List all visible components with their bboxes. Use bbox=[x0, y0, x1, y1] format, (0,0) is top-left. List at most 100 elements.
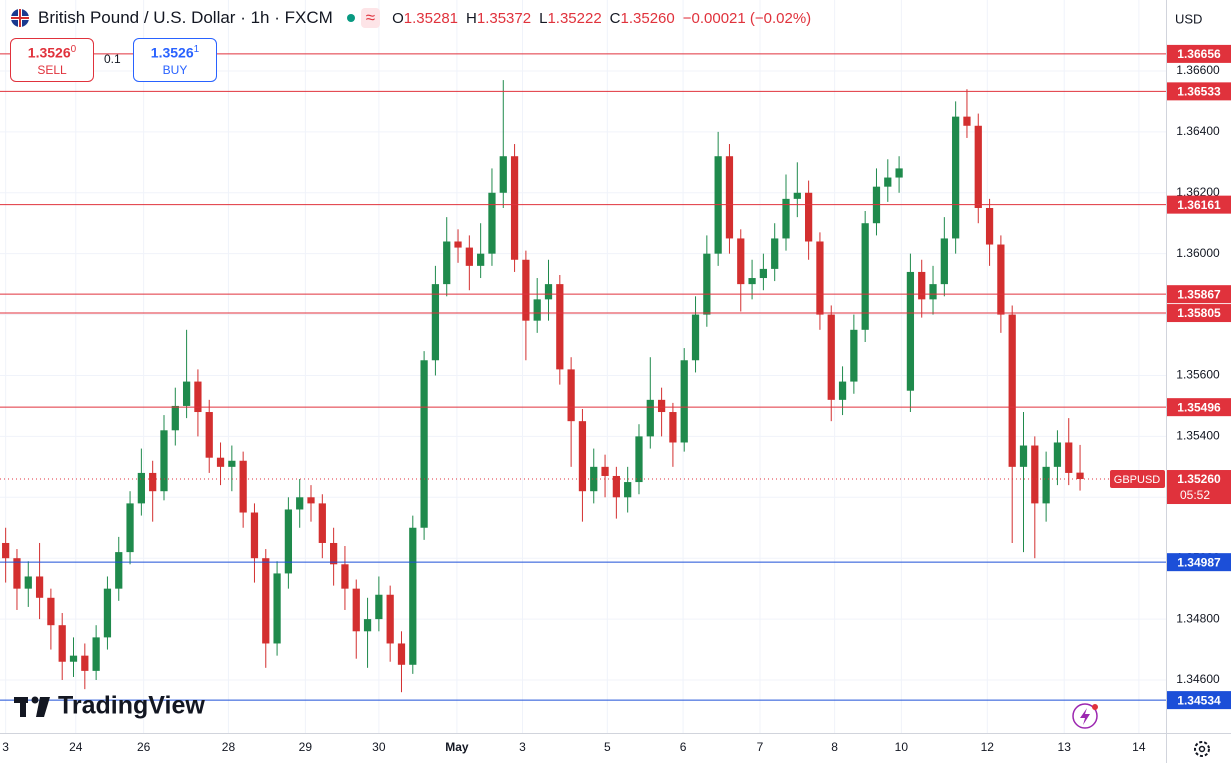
symbol-box bbox=[1110, 470, 1165, 489]
candle-body bbox=[612, 475, 620, 498]
ohlc-key: O bbox=[392, 9, 404, 27]
candle-body bbox=[816, 241, 824, 315]
alert-circle[interactable] bbox=[1072, 703, 1098, 729]
flag-cross bbox=[11, 9, 29, 27]
candle-body bbox=[397, 643, 406, 665]
buy-label[interactable]: BUY bbox=[162, 62, 188, 77]
level-label: 1.35805 bbox=[1177, 306, 1221, 320]
ohlc-value: 1.35372 bbox=[476, 9, 532, 27]
candle-body bbox=[985, 207, 994, 245]
ohlc-value: 1.35222 bbox=[547, 9, 602, 27]
candle-body bbox=[352, 588, 360, 632]
level-label-box bbox=[1167, 195, 1231, 214]
candle-body bbox=[262, 558, 270, 644]
ohlc-value: 1.35260 bbox=[620, 9, 675, 27]
currency-button[interactable] bbox=[1170, 8, 1212, 32]
candle-body bbox=[590, 466, 598, 492]
candle-body bbox=[24, 576, 32, 589]
candle-body bbox=[1076, 472, 1084, 480]
candle-body bbox=[126, 503, 134, 553]
sell-price[interactable]: 1.3526 bbox=[27, 44, 71, 61]
candle-body bbox=[1008, 314, 1016, 467]
candle-body bbox=[330, 542, 338, 565]
ohlc-key: H bbox=[466, 9, 477, 27]
level-label-box bbox=[1167, 304, 1231, 323]
x-tick-label: 10 bbox=[895, 740, 909, 754]
candle-body bbox=[499, 156, 507, 193]
level-label: 1.36656 bbox=[1177, 47, 1221, 61]
buy-button[interactable]: 1.35261 BUY bbox=[133, 38, 217, 82]
alert-bolt[interactable] bbox=[1080, 708, 1090, 725]
candle-body bbox=[296, 497, 304, 510]
candle-body bbox=[205, 412, 213, 458]
candle-body bbox=[838, 381, 847, 400]
candle-body bbox=[782, 198, 790, 239]
candle-body bbox=[149, 472, 157, 492]
candle-body bbox=[940, 238, 948, 285]
candle-body bbox=[974, 125, 982, 208]
plot bbox=[0, 0, 1166, 733]
logo-text: TradingView bbox=[58, 692, 205, 720]
candle-body bbox=[929, 284, 937, 300]
candle-body bbox=[669, 412, 677, 443]
candle-body bbox=[341, 564, 349, 589]
flag bbox=[11, 9, 29, 27]
currency[interactable]: USD bbox=[1175, 11, 1202, 26]
candle-body bbox=[522, 259, 530, 321]
candle-body bbox=[454, 241, 462, 248]
candle-body bbox=[386, 594, 394, 644]
y-tick-label: 1.36200 bbox=[1176, 185, 1220, 199]
x-tick-label: 6 bbox=[680, 740, 687, 754]
candle-body bbox=[997, 244, 1005, 315]
candle-body bbox=[533, 299, 541, 321]
candle-body bbox=[47, 597, 55, 626]
level-label-box bbox=[1167, 691, 1231, 710]
candle-body bbox=[431, 284, 440, 361]
logo-icon bbox=[36, 697, 50, 717]
candle-body bbox=[1019, 445, 1028, 467]
candle-body bbox=[103, 588, 112, 638]
candle-body bbox=[805, 192, 813, 242]
candle-body bbox=[250, 512, 259, 559]
level-label-box bbox=[1167, 82, 1231, 101]
level-label: 1.34534 bbox=[1177, 693, 1221, 707]
symbol-label: GBPUSD bbox=[1114, 474, 1161, 486]
sell-sup[interactable]: 0 bbox=[70, 44, 77, 55]
candle-body bbox=[239, 460, 247, 513]
sell-button[interactable]: 1.35260 SELL bbox=[10, 38, 94, 82]
ohlc: O 1.35281 H 1.35372 L 1.35222 C 1.35260 bbox=[392, 10, 683, 27]
ohlc-value: 1.35281 bbox=[403, 9, 459, 27]
candle-body bbox=[624, 482, 632, 498]
candle-body bbox=[216, 457, 225, 467]
sell-label[interactable]: SELL bbox=[37, 62, 67, 77]
level-label-box bbox=[1167, 553, 1231, 572]
last-price-box bbox=[1167, 470, 1231, 505]
x-tick-label: May bbox=[445, 740, 469, 754]
buy-sup[interactable]: 1 bbox=[193, 44, 200, 55]
gear[interactable] bbox=[1194, 741, 1210, 757]
level-label-box bbox=[1167, 398, 1231, 417]
x-tick-label: 26 bbox=[137, 740, 151, 754]
candle-body bbox=[228, 460, 236, 467]
gear-center[interactable] bbox=[1198, 745, 1206, 753]
x-tick-label: 5 bbox=[604, 740, 611, 754]
candle-body bbox=[1042, 466, 1050, 504]
candle-body bbox=[1031, 445, 1039, 504]
x-tick-label: 28 bbox=[222, 740, 236, 754]
alert-icon[interactable] bbox=[1072, 703, 1098, 729]
candle-body bbox=[884, 177, 892, 187]
candle-body bbox=[171, 405, 179, 431]
candle-body bbox=[363, 619, 372, 632]
candle-body bbox=[918, 271, 926, 300]
y-tick-label: 1.35400 bbox=[1176, 429, 1220, 443]
candle-body bbox=[703, 253, 711, 315]
x-tick-label: 7 bbox=[757, 740, 764, 754]
level-label-box bbox=[1167, 44, 1231, 63]
buy-price[interactable]: 1.3526 bbox=[150, 44, 194, 61]
level-label: 1.34987 bbox=[1177, 555, 1221, 569]
y-tick-label: 1.34800 bbox=[1176, 611, 1220, 625]
settings-icon[interactable] bbox=[1194, 741, 1210, 757]
